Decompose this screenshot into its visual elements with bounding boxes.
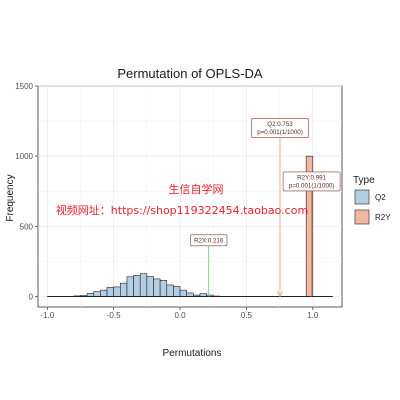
watermark-line1: 生信自学网 — [169, 182, 224, 196]
y-tick-label: 1000 — [15, 152, 33, 161]
x-tick-label: 1.0 — [307, 311, 319, 320]
bar-q2 — [139, 273, 148, 297]
annotation-box — [251, 118, 309, 138]
histogram-bars — [73, 155, 314, 297]
bar-q2 — [113, 286, 121, 297]
bar-q2 — [179, 289, 187, 297]
bar-q2 — [93, 291, 101, 297]
annotation-box — [282, 171, 341, 192]
annotation-r2x: R2X:0.216 — [190, 234, 228, 247]
y-axis: 0 500 1000 1500 — [15, 82, 38, 301]
legend-label-q2: Q2 — [375, 193, 386, 202]
bar-q2 — [106, 287, 114, 297]
x-axis: -1.0 -0.5 0.0 0.5 1.0 — [40, 307, 319, 320]
bar-q2 — [133, 275, 141, 297]
bar-q2 — [100, 289, 108, 297]
annotation-text: p=0.001(1/1000) — [289, 182, 335, 189]
x-axis-title: Permutations — [163, 348, 222, 359]
bar-q2 — [186, 292, 194, 297]
x-tick-label: 0.5 — [241, 311, 253, 320]
y-tick-label: 0 — [29, 292, 34, 301]
annotation-box — [190, 234, 228, 247]
plot-panel: R2X:0.216Q2:0.753p=0.001(1/1000)R2Y:0.99… — [37, 85, 343, 308]
bar-q2 — [166, 284, 174, 297]
y-tick-label: 500 — [20, 222, 34, 231]
bar-q2 — [126, 276, 134, 297]
bar-q2 — [173, 286, 181, 297]
annotation-text: R2Y:0.991 — [297, 174, 326, 181]
y-axis-title: Frequency — [5, 174, 16, 221]
legend-swatch-r2y — [354, 209, 370, 225]
y-tick-label: 1500 — [15, 82, 33, 91]
legend-title: Type — [353, 175, 375, 186]
chart-title: Permutation of OPLS-DA — [117, 66, 263, 81]
annotation-text: Q2:0.753 — [267, 121, 293, 128]
annotation-text: R2X:0.216 — [194, 237, 224, 244]
bar-q2 — [153, 278, 161, 297]
x-tick-label: 0.0 — [174, 311, 186, 320]
legend-swatch-q2 — [354, 189, 370, 205]
bar-q2 — [120, 282, 128, 297]
marker-lines: R2X:0.216Q2:0.753p=0.001(1/1000)R2Y:0.99… — [190, 118, 341, 298]
x-tick-label: -1.0 — [40, 311, 54, 320]
bar-q2 — [146, 276, 154, 297]
watermark-line2: 视频网址：https://shop119322454.taobao.com — [56, 203, 308, 217]
bar-q2 — [159, 280, 168, 297]
x-tick-label: -0.5 — [107, 311, 121, 320]
marker-arrow-q2 — [277, 291, 283, 298]
watermark: 生信自学网 视频网址：https://shop119322454.taobao.… — [56, 182, 308, 217]
legend-label-r2y: R2Y — [375, 213, 391, 222]
annotation-text: p=0.001(1/1000) — [257, 129, 303, 136]
